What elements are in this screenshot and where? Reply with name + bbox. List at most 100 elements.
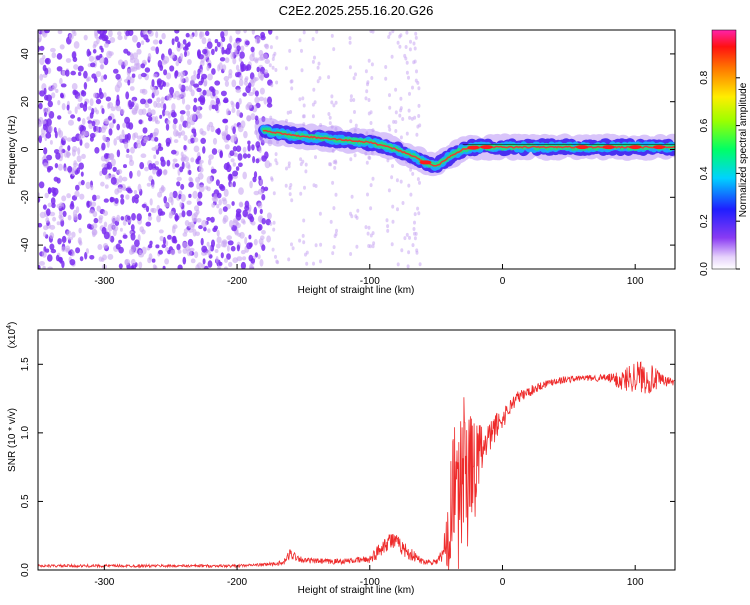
- noise-dot: [111, 215, 117, 224]
- y-tick-label: -20: [20, 190, 31, 205]
- noise-dot: [235, 30, 241, 35]
- noise-dot: [103, 221, 108, 228]
- noise-dot: [253, 57, 259, 62]
- noise-dot: [226, 253, 231, 260]
- sparse-noise-dot: [334, 100, 338, 105]
- noise-dot: [120, 216, 125, 221]
- noise-dot: [157, 60, 163, 68]
- noise-dot: [179, 166, 184, 173]
- noise-dot: [257, 188, 264, 195]
- noise-dot: [66, 193, 71, 199]
- noise-dot: [93, 92, 98, 99]
- colorbar-label: Normalized spectral amplitude: [738, 82, 749, 217]
- x-tick-label: -200: [227, 276, 247, 287]
- noise-dot: [68, 119, 74, 126]
- noise-dot: [248, 91, 254, 97]
- noise-dot: [67, 145, 71, 152]
- noise-dot: [134, 197, 139, 204]
- noise-dot: [222, 98, 229, 104]
- noise-dot: [182, 248, 188, 254]
- noise-dot: [174, 163, 180, 168]
- noise-dot: [181, 210, 186, 218]
- snr-scale-prefix: (x10: [7, 328, 18, 348]
- sparse-noise-dot: [417, 103, 421, 108]
- noise-dot: [170, 197, 174, 206]
- noise-dot: [116, 214, 121, 223]
- sparse-noise-dot: [416, 206, 420, 211]
- noise-dot: [162, 109, 166, 117]
- noise-dot: [147, 98, 153, 104]
- noise-dot: [141, 203, 147, 208]
- noise-dot: [71, 146, 78, 153]
- noise-dot: [171, 149, 177, 155]
- noise-dot: [68, 250, 72, 256]
- noise-dot: [202, 146, 206, 154]
- noise-dot: [38, 222, 43, 228]
- noise-dot: [245, 40, 250, 46]
- noise-dot: [103, 243, 109, 249]
- noise-dot: [242, 256, 247, 261]
- noise-dot: [138, 249, 142, 255]
- sparse-noise-dot: [352, 76, 356, 81]
- noise-dot: [208, 154, 214, 160]
- sparse-noise-dot: [415, 248, 419, 253]
- noise-dot: [87, 223, 92, 229]
- sparse-noise-dot: [329, 219, 333, 224]
- noise-dot: [250, 258, 256, 264]
- sparse-noise-dot: [387, 124, 391, 129]
- sparse-noise-dot: [415, 132, 419, 137]
- noise-dot: [212, 137, 218, 145]
- noise-dot: [47, 266, 53, 269]
- noise-dot: [155, 46, 159, 55]
- noise-dot: [202, 89, 207, 96]
- noise-dot: [81, 153, 86, 159]
- sparse-noise-dot: [349, 98, 353, 103]
- noise-dot: [127, 189, 133, 194]
- noise-dot: [232, 162, 236, 167]
- sparse-noise-dot: [417, 86, 421, 91]
- noise-dot: [211, 68, 216, 75]
- noise-dot: [67, 214, 72, 221]
- noise-dot: [236, 41, 241, 46]
- sparse-noise-dot: [384, 76, 388, 81]
- sparse-noise-dot: [409, 167, 413, 172]
- sparse-noise-dot: [327, 75, 331, 80]
- noise-dot: [258, 175, 262, 181]
- noise-dot: [157, 146, 164, 152]
- noise-dot: [63, 167, 68, 172]
- noise-dot: [177, 249, 182, 254]
- sparse-noise-dot: [271, 57, 275, 61]
- noise-dot: [100, 127, 106, 133]
- noise-dot: [195, 176, 201, 183]
- noise-dot: [174, 30, 180, 34]
- noise-dot: [248, 234, 252, 240]
- noise-dot: [86, 77, 90, 82]
- noise-dot: [202, 258, 206, 265]
- noise-dot: [259, 87, 265, 95]
- noise-dot: [91, 120, 96, 127]
- noise-dot: [44, 58, 50, 64]
- noise-dot: [152, 73, 158, 78]
- noise-dot: [216, 236, 222, 244]
- noise-dot: [228, 69, 233, 76]
- noise-dot: [45, 248, 50, 253]
- sparse-noise-dot: [386, 224, 390, 229]
- noise-dot: [240, 218, 246, 224]
- noise-dot: [148, 116, 153, 122]
- noise-dot: [130, 258, 136, 266]
- noise-dot: [191, 217, 198, 222]
- sparse-noise-dot: [407, 75, 410, 80]
- sparse-noise-dot: [369, 233, 373, 238]
- sparse-noise-dot: [349, 94, 353, 99]
- noise-dot: [266, 235, 271, 243]
- noise-dot: [153, 154, 157, 160]
- noise-dot: [67, 236, 74, 241]
- noise-dot: [150, 208, 155, 213]
- sparse-noise-dot: [408, 47, 412, 52]
- sparse-noise-dot: [387, 35, 391, 39]
- sparse-noise-dot: [398, 44, 402, 49]
- snr-background: [38, 330, 675, 570]
- noise-dot: [92, 49, 97, 54]
- sparse-noise-dot: [394, 110, 398, 115]
- sparse-noise-dot: [333, 234, 337, 239]
